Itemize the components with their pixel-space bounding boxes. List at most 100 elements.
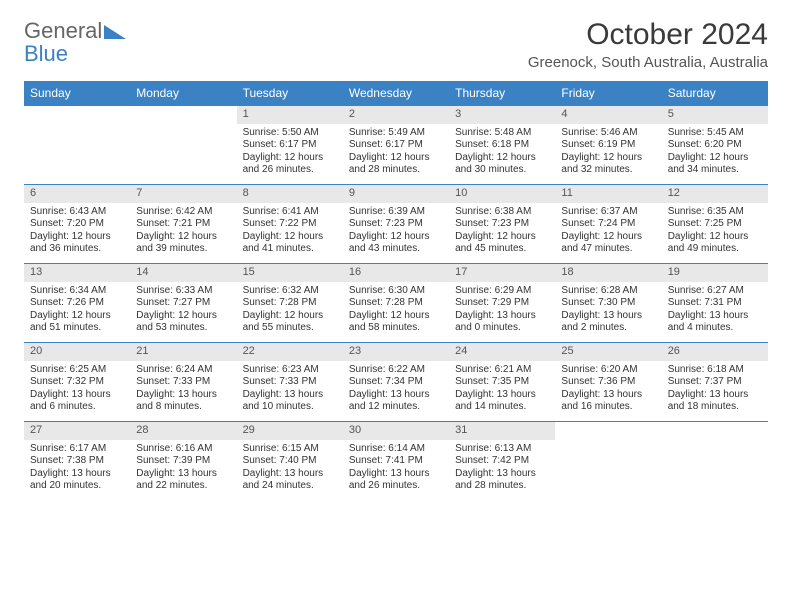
- sunrise-text: Sunrise: 6:24 AM: [136, 364, 230, 377]
- sunset-text: Sunset: 7:26 PM: [30, 297, 124, 310]
- sunrise-text: Sunrise: 6:39 AM: [349, 206, 443, 219]
- day-number: 17: [449, 264, 555, 282]
- brand-logo: General Blue: [24, 18, 126, 67]
- calendar-week: 6Sunrise: 6:43 AMSunset: 7:20 PMDaylight…: [24, 184, 768, 263]
- sunrise-text: Sunrise: 6:27 AM: [668, 285, 762, 298]
- calendar-cell: 4Sunrise: 5:46 AMSunset: 6:19 PMDaylight…: [555, 106, 661, 184]
- weekday-label: Saturday: [662, 81, 768, 105]
- sunrise-text: Sunrise: 6:29 AM: [455, 285, 549, 298]
- day-body: Sunrise: 6:37 AMSunset: 7:24 PMDaylight:…: [555, 203, 661, 262]
- day-body: Sunrise: 5:48 AMSunset: 6:18 PMDaylight:…: [449, 124, 555, 183]
- sunset-text: Sunset: 7:35 PM: [455, 376, 549, 389]
- sunrise-text: Sunrise: 6:33 AM: [136, 285, 230, 298]
- daylight-text: and 55 minutes.: [243, 322, 337, 335]
- day-number: 11: [555, 185, 661, 203]
- day-number: 19: [662, 264, 768, 282]
- day-body: Sunrise: 6:28 AMSunset: 7:30 PMDaylight:…: [555, 282, 661, 341]
- sunrise-text: Sunrise: 6:15 AM: [243, 443, 337, 456]
- sunset-text: Sunset: 7:34 PM: [349, 376, 443, 389]
- calendar-cell: 6Sunrise: 6:43 AMSunset: 7:20 PMDaylight…: [24, 185, 130, 263]
- daylight-text: Daylight: 12 hours: [561, 231, 655, 244]
- sunset-text: Sunset: 7:40 PM: [243, 455, 337, 468]
- daylight-text: Daylight: 13 hours: [349, 468, 443, 481]
- day-number: 14: [130, 264, 236, 282]
- sunset-text: Sunset: 7:39 PM: [136, 455, 230, 468]
- day-body: Sunrise: 6:21 AMSunset: 7:35 PMDaylight:…: [449, 361, 555, 420]
- daylight-text: and 20 minutes.: [30, 480, 124, 493]
- calendar-cell: 25Sunrise: 6:20 AMSunset: 7:36 PMDayligh…: [555, 343, 661, 421]
- sunset-text: Sunset: 7:29 PM: [455, 297, 549, 310]
- calendar-cell: 15Sunrise: 6:32 AMSunset: 7:28 PMDayligh…: [237, 264, 343, 342]
- day-body: Sunrise: 6:32 AMSunset: 7:28 PMDaylight:…: [237, 282, 343, 341]
- daylight-text: Daylight: 12 hours: [455, 231, 549, 244]
- calendar-cell: 9Sunrise: 6:39 AMSunset: 7:23 PMDaylight…: [343, 185, 449, 263]
- daylight-text: Daylight: 13 hours: [561, 310, 655, 323]
- day-number: 31: [449, 422, 555, 440]
- day-body: Sunrise: 6:24 AMSunset: 7:33 PMDaylight:…: [130, 361, 236, 420]
- calendar-week: 27Sunrise: 6:17 AMSunset: 7:38 PMDayligh…: [24, 421, 768, 500]
- daylight-text: Daylight: 13 hours: [243, 389, 337, 402]
- daylight-text: Daylight: 13 hours: [668, 310, 762, 323]
- calendar-week: 1Sunrise: 5:50 AMSunset: 6:17 PMDaylight…: [24, 105, 768, 184]
- daylight-text: Daylight: 12 hours: [30, 231, 124, 244]
- sunrise-text: Sunrise: 6:42 AM: [136, 206, 230, 219]
- calendar-cell: 11Sunrise: 6:37 AMSunset: 7:24 PMDayligh…: [555, 185, 661, 263]
- sunset-text: Sunset: 7:22 PM: [243, 218, 337, 231]
- daylight-text: Daylight: 13 hours: [30, 468, 124, 481]
- calendar-cell: 30Sunrise: 6:14 AMSunset: 7:41 PMDayligh…: [343, 422, 449, 500]
- sunset-text: Sunset: 7:23 PM: [455, 218, 549, 231]
- calendar-week: 13Sunrise: 6:34 AMSunset: 7:26 PMDayligh…: [24, 263, 768, 342]
- daylight-text: and 58 minutes.: [349, 322, 443, 335]
- sunset-text: Sunset: 7:28 PM: [243, 297, 337, 310]
- daylight-text: and 43 minutes.: [349, 243, 443, 256]
- day-number: 23: [343, 343, 449, 361]
- sunset-text: Sunset: 7:30 PM: [561, 297, 655, 310]
- sunrise-text: Sunrise: 5:45 AM: [668, 127, 762, 140]
- day-body: Sunrise: 6:15 AMSunset: 7:40 PMDaylight:…: [237, 440, 343, 499]
- day-body: Sunrise: 6:33 AMSunset: 7:27 PMDaylight:…: [130, 282, 236, 341]
- daylight-text: Daylight: 12 hours: [455, 152, 549, 165]
- day-number: 3: [449, 106, 555, 124]
- calendar-cell: 20Sunrise: 6:25 AMSunset: 7:32 PMDayligh…: [24, 343, 130, 421]
- day-body: Sunrise: 6:29 AMSunset: 7:29 PMDaylight:…: [449, 282, 555, 341]
- sunrise-text: Sunrise: 6:13 AM: [455, 443, 549, 456]
- daylight-text: Daylight: 12 hours: [243, 152, 337, 165]
- day-body: Sunrise: 6:25 AMSunset: 7:32 PMDaylight:…: [24, 361, 130, 420]
- calendar-cell: 31Sunrise: 6:13 AMSunset: 7:42 PMDayligh…: [449, 422, 555, 500]
- day-body: Sunrise: 6:14 AMSunset: 7:41 PMDaylight:…: [343, 440, 449, 499]
- calendar-cell: [555, 422, 661, 500]
- sunset-text: Sunset: 7:33 PM: [243, 376, 337, 389]
- day-number: 27: [24, 422, 130, 440]
- calendar-cell: 26Sunrise: 6:18 AMSunset: 7:37 PMDayligh…: [662, 343, 768, 421]
- calendar-cell: 10Sunrise: 6:38 AMSunset: 7:23 PMDayligh…: [449, 185, 555, 263]
- day-number: 20: [24, 343, 130, 361]
- sunset-text: Sunset: 7:38 PM: [30, 455, 124, 468]
- sunrise-text: Sunrise: 6:32 AM: [243, 285, 337, 298]
- day-number: 22: [237, 343, 343, 361]
- sunrise-text: Sunrise: 5:48 AM: [455, 127, 549, 140]
- day-body: Sunrise: 6:39 AMSunset: 7:23 PMDaylight:…: [343, 203, 449, 262]
- calendar-cell: [662, 422, 768, 500]
- daylight-text: Daylight: 12 hours: [136, 231, 230, 244]
- sunset-text: Sunset: 7:42 PM: [455, 455, 549, 468]
- calendar-cell: 22Sunrise: 6:23 AMSunset: 7:33 PMDayligh…: [237, 343, 343, 421]
- calendar-cell: 16Sunrise: 6:30 AMSunset: 7:28 PMDayligh…: [343, 264, 449, 342]
- day-body: Sunrise: 6:27 AMSunset: 7:31 PMDaylight:…: [662, 282, 768, 341]
- day-body: Sunrise: 6:35 AMSunset: 7:25 PMDaylight:…: [662, 203, 768, 262]
- daylight-text: Daylight: 12 hours: [668, 231, 762, 244]
- sunset-text: Sunset: 7:23 PM: [349, 218, 443, 231]
- daylight-text: and 53 minutes.: [136, 322, 230, 335]
- weekday-label: Monday: [130, 81, 236, 105]
- daylight-text: and 10 minutes.: [243, 401, 337, 414]
- day-number: 5: [662, 106, 768, 124]
- brand-part1: General: [24, 18, 102, 43]
- calendar-cell: 1Sunrise: 5:50 AMSunset: 6:17 PMDaylight…: [237, 106, 343, 184]
- daylight-text: Daylight: 13 hours: [136, 389, 230, 402]
- daylight-text: and 41 minutes.: [243, 243, 337, 256]
- calendar-cell: 28Sunrise: 6:16 AMSunset: 7:39 PMDayligh…: [130, 422, 236, 500]
- daylight-text: and 6 minutes.: [30, 401, 124, 414]
- sunset-text: Sunset: 7:21 PM: [136, 218, 230, 231]
- day-body: Sunrise: 5:46 AMSunset: 6:19 PMDaylight:…: [555, 124, 661, 183]
- day-number: 24: [449, 343, 555, 361]
- day-number: 28: [130, 422, 236, 440]
